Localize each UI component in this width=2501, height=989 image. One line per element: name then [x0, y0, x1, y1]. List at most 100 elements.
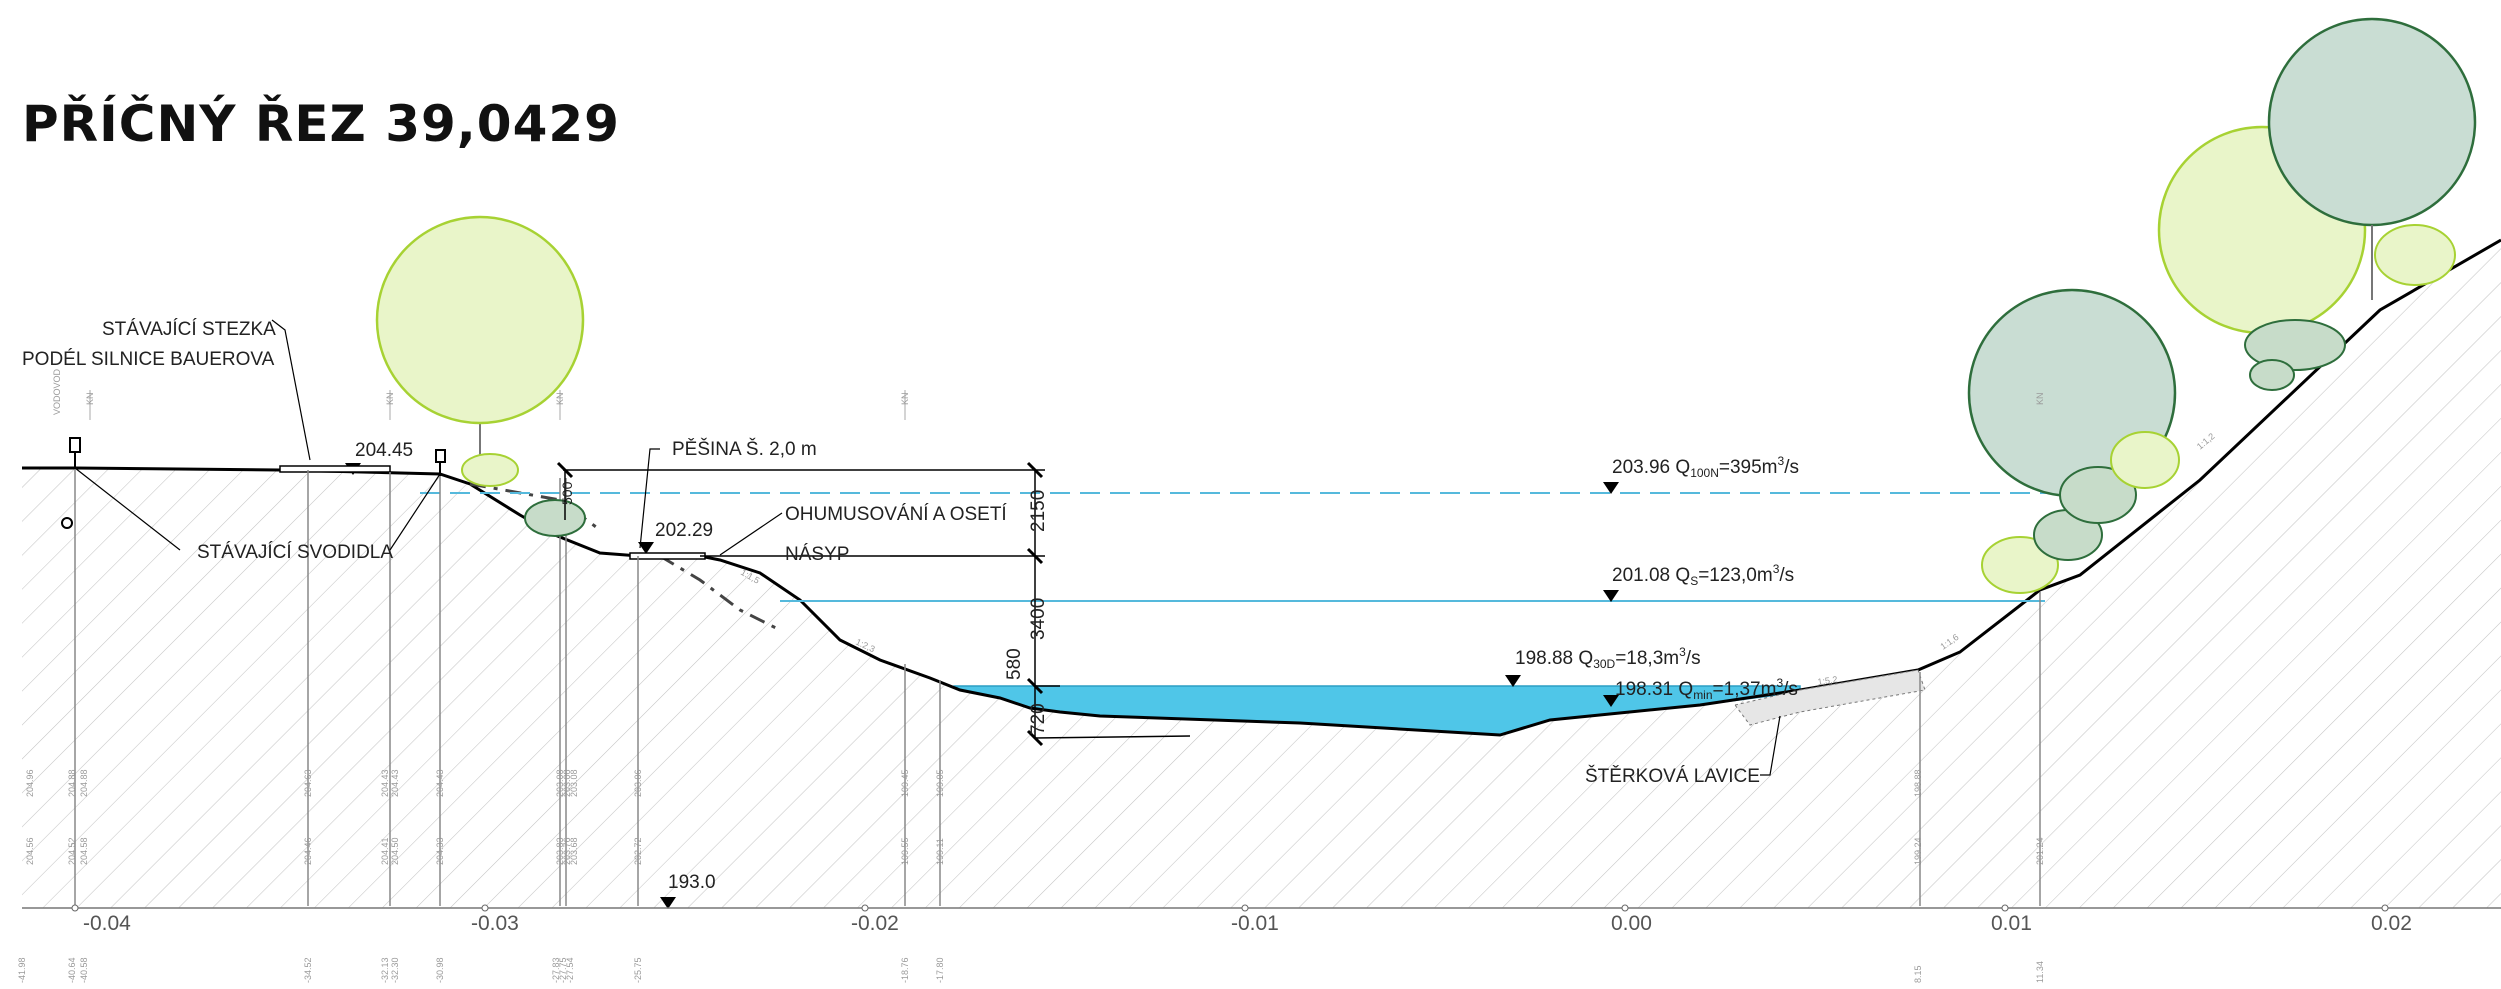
- dim-580: 580: [1004, 648, 1025, 680]
- table-cell-design: 203.68: [569, 837, 579, 865]
- q30d-marker: [1505, 675, 1521, 687]
- table-cell-station: -25.75: [633, 957, 643, 983]
- x-axis-tick: [861, 904, 869, 912]
- label-existing-path-1: STÁVAJÍCÍ STEZKA: [102, 319, 276, 340]
- label-qs: 201.08 QS=123,0m3/s: [1612, 562, 1794, 588]
- table-cell-existing: 204.43: [380, 769, 390, 797]
- label-elev-footpath: 202.29: [655, 520, 713, 541]
- marker-kn-5: KN: [2035, 392, 2045, 405]
- qmin-marker: [1603, 695, 1619, 707]
- marker-voda: VODOVOD: [52, 368, 62, 415]
- table-cell-station: -40.64: [67, 957, 77, 983]
- dim-500: 500: [559, 481, 575, 505]
- table-cell-existing: 204.43: [390, 769, 400, 797]
- x-axis-tick: [71, 904, 79, 912]
- embankment-outline: [469, 482, 781, 632]
- x-axis-label: 0.01: [1991, 912, 2032, 935]
- label-embankment: NÁSYP: [785, 544, 849, 565]
- table-cell-existing: 204.96: [25, 769, 35, 797]
- table-row-station: -41.98 -40.64 -40.58 -34.52 -32.13 -32.30 -30.…: [17, 957, 2045, 983]
- x-axis-tick: [1621, 904, 1629, 912]
- table-cell-station: -17.80: [935, 957, 945, 983]
- x-axis: -0.04 -0.03 -0.02 -0.01 0.00 0.01 0.02: [71, 904, 2412, 935]
- table-cell-design: 199.11: [935, 838, 945, 865]
- gravel-bar: [1734, 669, 1926, 726]
- qs-marker: [1603, 590, 1619, 602]
- table-cell-existing: 203.08: [562, 769, 572, 797]
- table-cell-station: -34.52: [303, 957, 313, 983]
- table-cell-existing: 204.88: [79, 769, 89, 797]
- table-cell-existing: 198.88: [1913, 769, 1923, 797]
- table-cell-existing: 203.08: [569, 769, 579, 797]
- table-cell-existing: 203.08: [555, 769, 565, 797]
- table-cell-station: 11.34: [2035, 961, 2045, 983]
- x-axis-tick: [2001, 904, 2009, 912]
- label-q100: 203.96 Q100N=395m3/s: [1612, 454, 1799, 480]
- marker-kn-2: KN: [385, 392, 395, 405]
- label-topsoil: OHUMUSOVÁNÍ A OSETÍ: [785, 504, 1007, 525]
- slope-label-3: 1:5,2: [1817, 674, 1838, 687]
- table-cell-design: 204.58: [79, 837, 89, 865]
- table-cell-design: 199.55: [900, 837, 910, 865]
- table-cell-design: 199.24: [1913, 837, 1923, 865]
- dim-720: 720: [1028, 703, 1049, 735]
- table-cell-design: 204.50: [390, 837, 400, 865]
- x-axis-label: 0.00: [1611, 912, 1652, 935]
- label-footpath: PĚŠINA Š. 2,0 m: [672, 438, 817, 460]
- table-cell-design: 204.33: [435, 837, 445, 865]
- table-cell-design: 203.76: [562, 837, 572, 865]
- slope-label-5: 1:1,2: [2195, 431, 2217, 452]
- dimension-lines: [556, 461, 1191, 747]
- ground-hatch: [22, 240, 2501, 908]
- reference-lines: [74, 470, 2041, 906]
- slope-label-4: 1:1,6: [1938, 632, 1960, 652]
- table-cell-station: -27.54: [565, 957, 575, 983]
- x-axis-label: -0.01: [1231, 912, 1279, 935]
- dim-3400: 3400: [1028, 598, 1049, 640]
- q100-marker: [1603, 482, 1619, 494]
- table-cell-station: -27.83: [551, 957, 561, 983]
- table-cell-station: -27.75: [558, 957, 568, 983]
- table-cell-station: -41.98: [17, 957, 27, 983]
- table-cell-design: 204.52: [67, 837, 77, 865]
- leader-lines: [74, 319, 1781, 776]
- table-cell-station: 8.15: [1913, 965, 1923, 983]
- x-axis-label: -0.02: [851, 912, 899, 935]
- marker-kn-4: KN: [900, 392, 910, 405]
- label-elev-bottom: 193.0: [668, 872, 716, 893]
- table-cell-design: 202.72: [633, 837, 643, 865]
- marker-lines: [89, 390, 2041, 420]
- marker-kn-3: KN: [555, 392, 565, 405]
- x-axis-label: -0.03: [471, 912, 519, 935]
- hydrant-icon: [69, 437, 81, 468]
- x-axis-tick: [481, 904, 489, 912]
- x-axis-label: 0.02: [2371, 912, 2412, 935]
- table-cell-design: 204.41: [380, 837, 390, 865]
- table-cell-station: -32.13: [380, 957, 390, 983]
- table-cell-existing: 204.43: [435, 769, 445, 797]
- table-cell-design: 201.24: [2035, 837, 2045, 865]
- table-cell-existing: 203.06: [633, 769, 643, 797]
- table-cell-existing: 199.05: [935, 769, 945, 797]
- shrubs: [461, 224, 2456, 594]
- table-cell-existing: 204.88: [67, 769, 77, 797]
- utility-pipe-icon: [61, 517, 73, 529]
- table-cell-existing: 199.45: [900, 769, 910, 797]
- label-gravel-bar: ŠTĚRKOVÁ LAVICE: [1585, 765, 1760, 787]
- table-cell-station: -18.76: [900, 957, 910, 983]
- table-cell-station: -30.98: [435, 957, 445, 983]
- label-q30d: 198.88 Q30D=18,3m3/s: [1515, 645, 1701, 671]
- page-title: PŘÍČNÝ ŘEZ 39,0429: [22, 95, 620, 153]
- signpost-icon: [435, 449, 446, 476]
- x-axis-label: -0.04: [83, 912, 131, 935]
- label-elev-path: 204.45: [355, 440, 413, 461]
- table-cell-design: 203.83: [555, 837, 565, 865]
- table-cell-existing: 204.63: [303, 769, 313, 797]
- footpath-surface: [629, 552, 706, 560]
- label-qmin: 198.31 Qmin=1,37m3/s: [1615, 676, 1798, 702]
- x-axis-tick: [1241, 904, 1249, 912]
- table-cell-station: -40.58: [79, 957, 89, 983]
- label-guardrails: STÁVAJÍCÍ SVODIDLA: [197, 542, 393, 563]
- table-cell-station: -32.30: [390, 957, 400, 983]
